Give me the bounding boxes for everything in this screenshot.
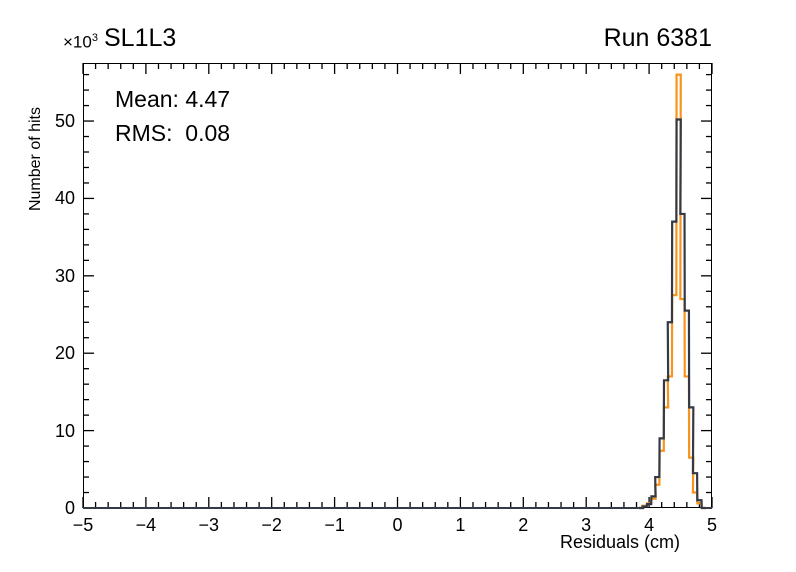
x-tick-label: 5 (706, 515, 718, 535)
x-tick-label: 3 (581, 515, 592, 535)
histogram-title: SL1L3 (104, 24, 177, 52)
plot-frame (83, 63, 712, 508)
x-tick-label: −3 (198, 515, 220, 535)
x-tick-label: −1 (324, 515, 345, 535)
x-tick-label: 2 (518, 515, 529, 535)
x-axis-title: Residuals (cm) (560, 532, 681, 552)
exponent-mantissa: ×10 (63, 32, 92, 52)
y-axis-title: Number of hits (27, 106, 44, 212)
y-tick-label: 0 (64, 498, 75, 518)
y-tick-label: 50 (54, 111, 75, 132)
stats-rms: RMS: 0.08 (115, 120, 231, 146)
y-tick-label: 10 (54, 420, 75, 441)
x-tick-label: 1 (455, 515, 466, 535)
exponent-power: 3 (91, 32, 98, 44)
x-tick-label: −2 (261, 515, 282, 535)
x-tick-label: 4 (644, 515, 655, 535)
y-tick-label: 20 (54, 343, 75, 364)
run-label: Run 6381 (603, 24, 712, 52)
y-tick-label: 40 (54, 188, 75, 209)
x-tick-label: −5 (72, 515, 94, 535)
x-tick-label: −4 (135, 515, 157, 535)
y-axis-exponent-label: ×103 (63, 33, 98, 51)
y-tick-label: 30 (54, 265, 75, 286)
stats-annotation: Mean: 4.47 RMS: 0.08 (115, 82, 230, 150)
x-tick-label: 0 (392, 515, 403, 535)
stats-mean: Mean: 4.47 (115, 86, 231, 112)
